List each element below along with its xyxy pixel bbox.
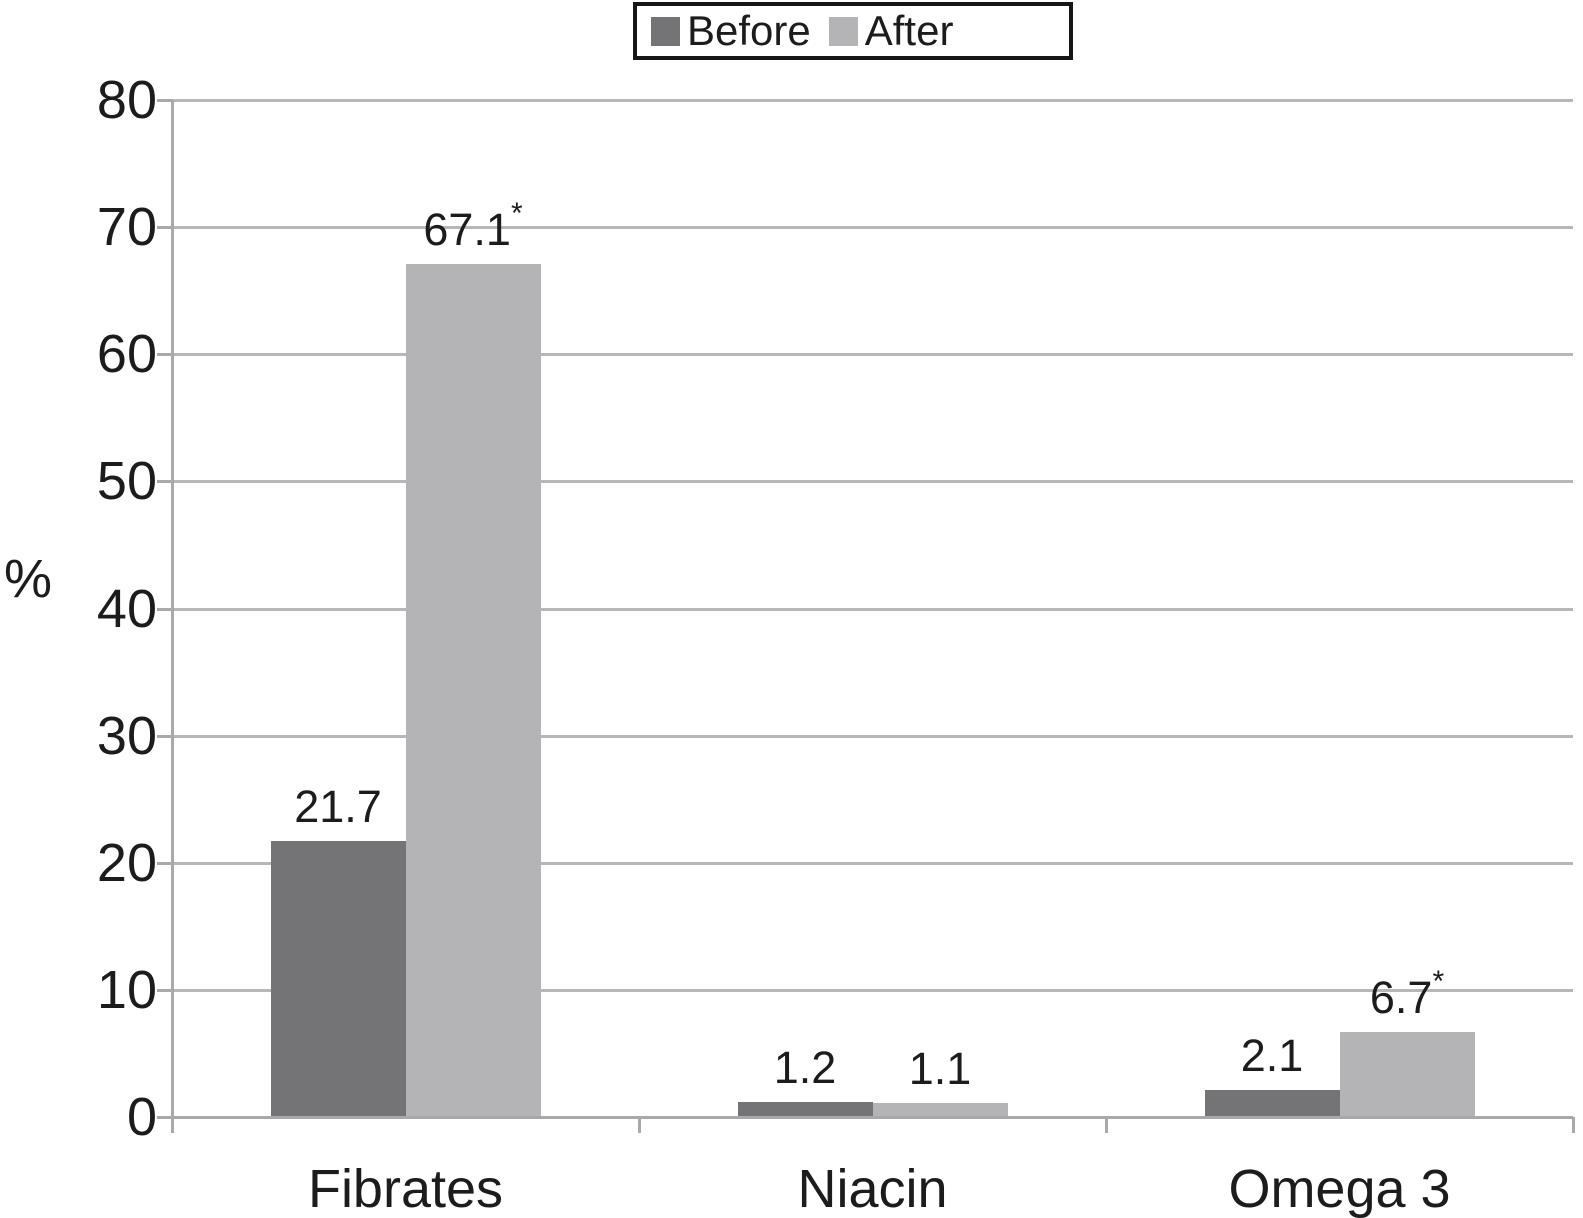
asterisk-marker: * — [510, 196, 523, 230]
value-label: 67.1* — [423, 196, 523, 255]
asterisk-marker: * — [1432, 964, 1445, 998]
y-axis-tick — [157, 1116, 172, 1119]
category-label: Niacin — [797, 1159, 948, 1218]
y-gridline — [172, 480, 1573, 484]
y-axis-tick — [157, 480, 172, 484]
y-axis-tick — [157, 226, 172, 230]
y-axis-tick — [157, 988, 172, 992]
y-axis-tick — [157, 861, 172, 865]
x-axis-line — [172, 1116, 1573, 1119]
chart-legend: Before After — [633, 2, 1073, 60]
legend-label-after: After — [864, 7, 954, 54]
bar-before — [270, 841, 406, 1116]
value-label: 2.1 — [1240, 1030, 1304, 1082]
y-tick-label: 0 — [126, 1087, 157, 1147]
y-tick-label: 20 — [96, 832, 157, 893]
y-axis-line — [171, 100, 174, 1119]
y-tick-label: 30 — [96, 705, 157, 766]
y-gridline — [172, 607, 1573, 611]
legend-key-after-swatch — [828, 16, 858, 46]
bar-before — [1204, 1090, 1340, 1116]
y-gridline — [172, 99, 1573, 102]
bar-after — [872, 1103, 1008, 1116]
y-axis-tick — [157, 99, 172, 102]
x-axis-tick — [638, 1117, 641, 1133]
y-tick-label: 50 — [96, 451, 157, 512]
category-label: Fibrates — [307, 1159, 504, 1218]
value-label: 21.7 — [294, 781, 382, 833]
y-gridline — [172, 226, 1573, 230]
y-tick-label: 40 — [96, 578, 157, 639]
y-tick-label: 10 — [96, 959, 157, 1020]
legend-label-before: Before — [687, 7, 811, 54]
value-label: 1.2 — [773, 1041, 837, 1093]
y-gridline — [172, 734, 1573, 738]
y-tick-label: 70 — [96, 197, 157, 258]
bar-after — [405, 263, 541, 1116]
y-axis-tick — [157, 734, 172, 738]
legend-key-before-swatch — [651, 16, 680, 46]
y-axis-tick — [157, 607, 172, 611]
y-gridline — [172, 861, 1573, 865]
x-axis-tick — [1572, 1117, 1575, 1133]
bar-after — [1339, 1031, 1475, 1116]
category-label: Omega 3 — [1228, 1159, 1451, 1218]
y-tick-label: 80 — [96, 70, 157, 130]
y-gridline — [172, 988, 1573, 992]
bar-before — [737, 1101, 873, 1116]
y-gridline — [172, 353, 1573, 357]
value-label: 6.7* — [1369, 964, 1445, 1023]
value-label: 1.1 — [908, 1043, 972, 1095]
y-tick-label: 60 — [96, 324, 157, 385]
y-axis-title: % — [4, 549, 53, 609]
y-axis-tick — [157, 353, 172, 357]
x-axis-tick — [171, 1117, 174, 1133]
x-axis-tick — [1105, 1117, 1108, 1133]
